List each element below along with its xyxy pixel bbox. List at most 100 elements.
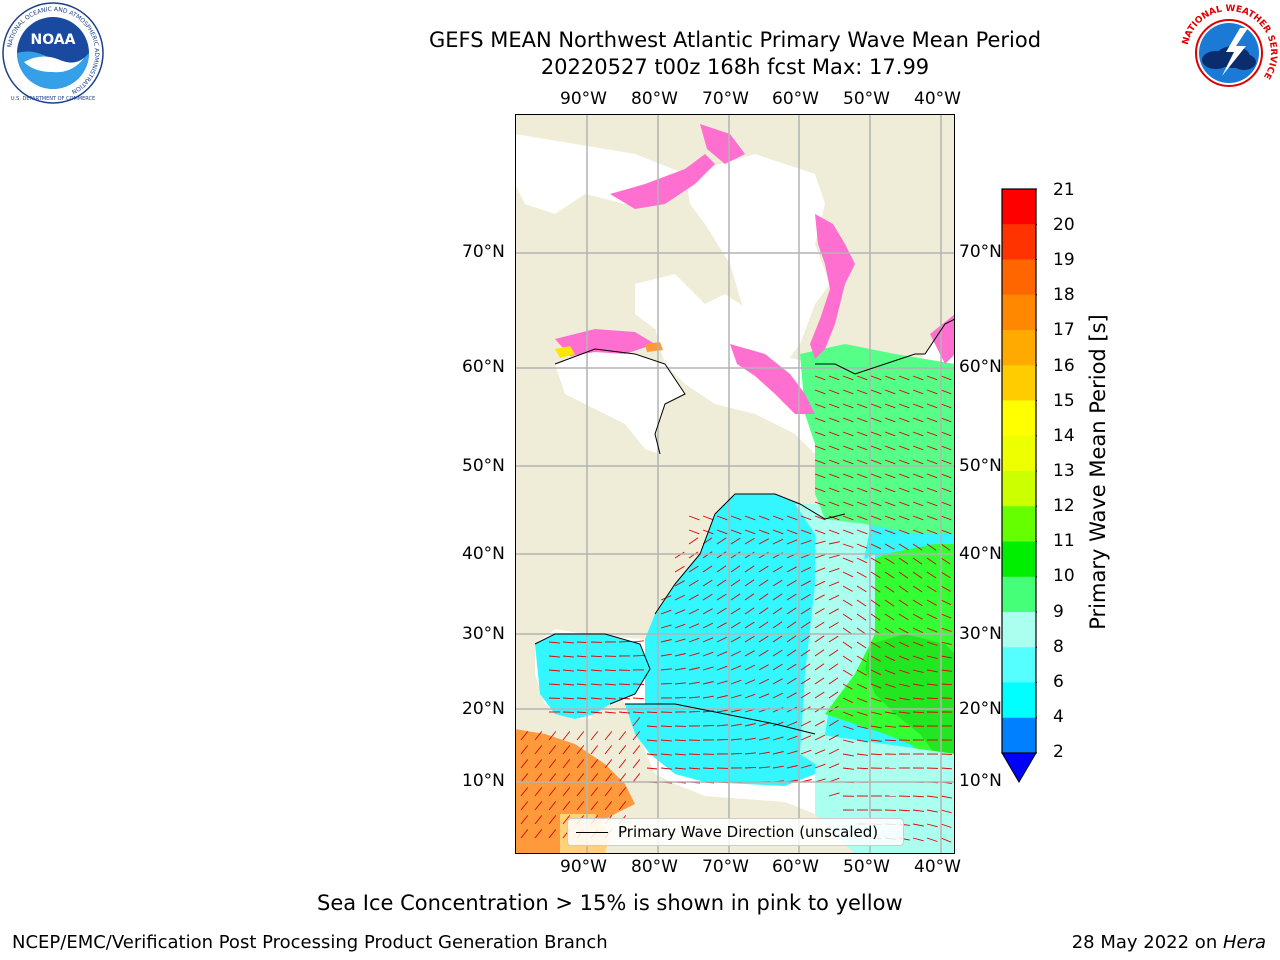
- wave-arrow: [828, 763, 840, 769]
- wave-arrow: [702, 724, 715, 727]
- wave-arrow: [940, 613, 952, 619]
- wave-arrow: [926, 809, 938, 813]
- wave-arrow: [842, 417, 854, 423]
- wave-arrow: [576, 773, 585, 783]
- wave-arrow: [814, 459, 826, 465]
- wave-arrow: [632, 773, 641, 783]
- wave-arrow: [912, 823, 924, 827]
- wave-arrow: [912, 585, 923, 593]
- wave-arrow: [940, 655, 952, 659]
- wave-arrow: [744, 607, 755, 615]
- wave-arrow: [786, 677, 797, 685]
- wave-arrow: [814, 663, 825, 671]
- legend-label: Primary Wave Direction (unscaled): [618, 823, 879, 841]
- wave-arrow: [674, 565, 685, 573]
- wave-arrow: [814, 487, 826, 493]
- wave-arrow: [534, 815, 543, 825]
- wave-arrow: [912, 641, 924, 647]
- wave-arrow: [800, 691, 811, 699]
- wave-arrow: [758, 593, 769, 601]
- wave-arrow: [814, 473, 826, 479]
- colorbar-label: Primary Wave Mean Period [s]: [1086, 314, 1110, 630]
- wave-arrow: [842, 641, 853, 649]
- wave-arrow: [590, 655, 603, 658]
- wave-arrow: [912, 403, 924, 409]
- wave-arrow: [842, 501, 854, 507]
- wave-arrow: [814, 608, 825, 615]
- wave-arrow: [730, 621, 741, 629]
- wave-arrow: [730, 537, 741, 545]
- wave-arrow: [870, 655, 881, 662]
- wave-arrow: [940, 487, 952, 493]
- colorbar-extend-triangle: [1001, 752, 1037, 783]
- wave-arrow: [884, 459, 896, 465]
- wave-arrow: [702, 551, 713, 559]
- wave-arrow: [758, 766, 770, 769]
- noaa-logo-text: NOAA: [31, 32, 76, 48]
- wave-arrow: [688, 515, 700, 521]
- wave-arrow: [842, 725, 854, 730]
- wave-arrow: [534, 829, 543, 839]
- lon-label-bottom-90w: 90°W: [560, 857, 607, 877]
- wave-arrow: [800, 621, 811, 629]
- wave-arrow: [870, 529, 882, 535]
- wave-arrow: [870, 669, 882, 676]
- wave-arrow: [618, 731, 627, 741]
- wave-arrow: [940, 403, 952, 409]
- wave-arrow: [842, 739, 854, 744]
- wave-arrow: [716, 622, 727, 629]
- wave-arrow: [856, 375, 868, 381]
- wave-arrow: [828, 554, 840, 559]
- wave-arrow: [730, 515, 742, 521]
- wave-arrow: [576, 655, 589, 658]
- colorbar-band: [1002, 576, 1036, 613]
- wave-arrow: [562, 787, 571, 797]
- wave-arrow: [828, 473, 840, 479]
- wave-arrow: [716, 579, 727, 587]
- wave-arrow: [884, 641, 895, 648]
- wave-arrow: [786, 735, 798, 741]
- wave-arrow: [548, 745, 557, 755]
- wave-arrow: [814, 749, 826, 755]
- footer-organization: NCEP/EMC/Verification Post Processing Pr…: [12, 932, 608, 953]
- wave-arrow: [758, 635, 769, 643]
- colorbar-band: [1002, 189, 1036, 225]
- wave-arrow: [786, 621, 797, 629]
- wave-arrow: [576, 745, 585, 755]
- wave-arrow: [926, 515, 938, 521]
- colorbar-tick-21: 21: [1053, 180, 1075, 200]
- wave-arrow: [576, 641, 589, 644]
- colorbar-tick-18: 18: [1053, 285, 1075, 305]
- wave-arrow: [828, 677, 839, 685]
- wave-arrow: [856, 543, 868, 549]
- wave-arrow: [898, 557, 909, 565]
- wave-arrow: [940, 837, 952, 843]
- map-panel: [515, 114, 955, 854]
- wave-arrow: [744, 593, 755, 601]
- wave-arrow: [898, 697, 910, 701]
- wave-arrow: [800, 594, 811, 601]
- wave-arrow: [604, 711, 616, 714]
- wave-arrow: [884, 627, 895, 635]
- wave-arrow: [870, 725, 882, 729]
- wave-arrow: [828, 635, 839, 643]
- wave-arrow: [814, 594, 825, 601]
- wave-arrow: [590, 711, 603, 714]
- wave-arrow: [940, 599, 952, 606]
- colorbar-band: [1002, 400, 1036, 437]
- wave-arrow: [800, 515, 812, 521]
- wave-arrow: [674, 638, 686, 643]
- wave-arrow: [940, 557, 951, 565]
- wave-arrow: [786, 750, 798, 755]
- wave-arrow: [870, 445, 882, 451]
- wave-arrow: [828, 748, 840, 755]
- wave-arrow: [716, 665, 728, 671]
- wave-arrow: [870, 683, 882, 689]
- caribbean-sea: [625, 704, 835, 786]
- wave-arrow: [856, 683, 868, 690]
- wave-arrow: [562, 683, 575, 686]
- lon-label-bottom-50w: 50°W: [843, 857, 890, 877]
- wave-arrow: [912, 557, 923, 565]
- lat-label-right-40n: 40°N: [959, 544, 1002, 564]
- colorbar-band: [1002, 259, 1036, 296]
